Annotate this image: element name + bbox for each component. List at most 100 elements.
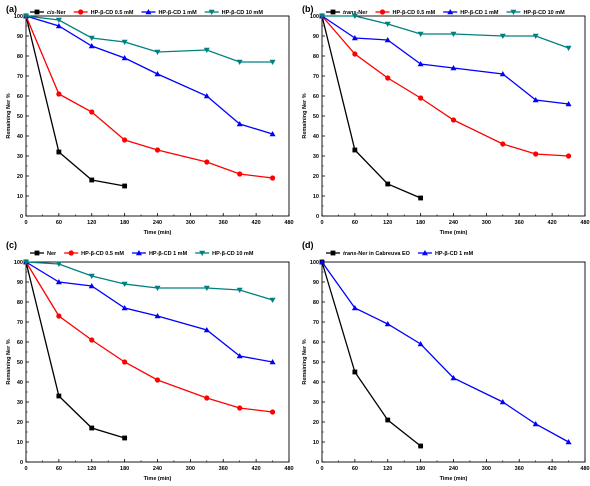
panel-3-legend-marker-0 bbox=[330, 250, 336, 256]
panel-2-series-2-point-4 bbox=[154, 313, 161, 319]
panel-3-series-1-line bbox=[321, 261, 569, 443]
panel-1-legend-marker-3 bbox=[510, 9, 517, 15]
panel-3-series-0-point-3 bbox=[418, 443, 424, 449]
panel-0-series-3-point-0 bbox=[23, 13, 29, 19]
panel-3-series-1-point-7 bbox=[565, 439, 572, 445]
chart-panel-3: (d) 0 60 120 180 240 300 360 420 480 0 10 20 30 40 50 60… bbox=[302, 240, 590, 482]
panel-2-series-0-point-1 bbox=[56, 393, 62, 399]
panel-2-x-tick-label-2: 120 bbox=[87, 466, 96, 472]
panel-0-y-tick-label-3: 30 bbox=[17, 154, 23, 160]
panel-0-legend-label-2: HP-β-CD 1 mM bbox=[158, 10, 197, 16]
panel-1-series-1-point-3 bbox=[418, 95, 424, 101]
panel-2-y-axis-title: Remaining Ner % bbox=[6, 339, 12, 384]
panel-3-x-tick-label-6: 360 bbox=[515, 466, 524, 472]
panel-0-series-0-line bbox=[25, 15, 125, 187]
panel-3-series-0-line bbox=[321, 261, 422, 447]
panel-1-y-tick-label-9: 90 bbox=[313, 34, 319, 40]
panel-3-legend-label-0: trans-Ner in Cabreuva EO bbox=[343, 251, 411, 257]
panel-1-series-1-line bbox=[321, 15, 569, 157]
panel-2-legend-marker-0 bbox=[34, 250, 40, 256]
panel-0-legend-label-1: HP-β-CD 0.5 mM bbox=[91, 10, 134, 16]
panel-0-y-tick-label-1: 10 bbox=[17, 194, 23, 200]
panel-0-y-tick-label-0: 0 bbox=[20, 214, 23, 220]
panel-0-legend-marker-2 bbox=[145, 9, 152, 15]
panel-2-y-tick-label-10: 100 bbox=[14, 260, 23, 266]
panel-3-x-tick-label-7: 420 bbox=[548, 466, 557, 472]
panel-0-y-tick-label-7: 70 bbox=[17, 74, 23, 80]
panel-3-y-tick-label-3: 30 bbox=[313, 400, 319, 406]
panel-1-y-tick-label-4: 40 bbox=[313, 134, 319, 140]
panel-0-letter: (a) bbox=[6, 4, 17, 14]
panel-0-series-2-point-6 bbox=[236, 121, 243, 127]
panel-2-series-2-point-3 bbox=[121, 305, 128, 311]
panel-3-x-axis-title: Time (min) bbox=[440, 476, 468, 482]
panel-2-series-1-point-5 bbox=[204, 395, 210, 401]
panel-2-x-tick-label-6: 360 bbox=[219, 466, 228, 472]
panel-0-series-3-point-5 bbox=[203, 47, 210, 53]
panel-1-y-tick-label-1: 10 bbox=[313, 194, 319, 200]
panel-1-series-3-point-2 bbox=[384, 21, 391, 27]
panel-2-legend-marker-2 bbox=[135, 250, 142, 256]
panel-1-series-2-point-6 bbox=[532, 97, 539, 103]
panel-0-x-axis-title: Time (min) bbox=[144, 230, 172, 236]
panel-1-series-1-point-1 bbox=[352, 51, 358, 57]
panel-3-y-tick-label-10: 100 bbox=[310, 260, 319, 266]
panel-2-legend-label-2: HP-β-CD 1 mM bbox=[149, 251, 188, 257]
panel-3-x-tick-label-0: 0 bbox=[320, 466, 323, 472]
panel-2-series-2-point-6 bbox=[236, 353, 243, 359]
panel-3-y-tick-label-0: 0 bbox=[316, 460, 319, 466]
panel-2-series-3 bbox=[23, 259, 276, 303]
panel-3-x-tick-label-2: 120 bbox=[383, 466, 392, 472]
panel-1-series-1-point-4 bbox=[450, 117, 457, 123]
panel-0-series-3-point-4 bbox=[154, 49, 161, 55]
panel-1-series-2-point-2 bbox=[384, 37, 391, 43]
panel-1-series-1-point-2 bbox=[385, 75, 391, 81]
panel-2-series-3-line bbox=[25, 261, 273, 301]
panel-1-y-axis-title: Remaining Ner % bbox=[302, 93, 308, 138]
panel-2-letter: (c) bbox=[6, 240, 17, 250]
panel-2-x-tick-label-0: 0 bbox=[24, 466, 27, 472]
panel-1-series-3 bbox=[319, 13, 572, 51]
panel-1-series-2-line bbox=[321, 15, 569, 105]
panel-1-plot-frame bbox=[321, 15, 586, 217]
panel-3-x-tick-label-4: 240 bbox=[449, 466, 458, 472]
panel-1-series-3-point-3 bbox=[417, 31, 424, 37]
panel-3-series-1-point-5 bbox=[499, 399, 506, 405]
panel-0-x-tick-label-7: 420 bbox=[252, 220, 261, 226]
panel-1-legend-label-0-prefix: trans bbox=[343, 10, 356, 16]
panel-2-series-3-point-1 bbox=[55, 261, 62, 267]
panel-2-x-tick-label-4: 240 bbox=[153, 466, 162, 472]
panel-1-series-1-point-6 bbox=[533, 151, 539, 157]
panel-0-series-2-point-5 bbox=[203, 93, 210, 99]
panel-0-legend-label-3: HP-β-CD 10 mM bbox=[222, 10, 264, 16]
panel-1-series-3-line bbox=[322, 15, 569, 49]
panel-1-series-0-line bbox=[321, 15, 421, 199]
panel-2-series-1-line bbox=[25, 261, 273, 413]
panel-3-y-tick-label-2: 20 bbox=[313, 420, 319, 426]
panel-2-y-tick-label-7: 70 bbox=[17, 320, 23, 326]
panel-1-series-3-point-7 bbox=[565, 45, 572, 51]
panel-3-legend: trans-Ner in Cabreuva EO HP-β-CD 1 mM bbox=[326, 250, 474, 257]
panel-3-series-1 bbox=[319, 259, 572, 445]
panel-2-series-1-point-4 bbox=[154, 377, 161, 383]
panel-1-series-3-point-0 bbox=[319, 13, 325, 19]
panel-1-series-3-point-6 bbox=[532, 33, 539, 39]
panel-1-x-tick-label-4: 240 bbox=[449, 220, 458, 226]
panel-1-legend-marker-2 bbox=[447, 9, 454, 15]
panel-1-series-3-point-1 bbox=[351, 13, 358, 19]
panel-0-x-tick-label-0: 0 bbox=[24, 220, 27, 226]
panel-2-y-tick-label-9: 90 bbox=[17, 280, 23, 286]
panel-0-series-3-point-6 bbox=[236, 59, 243, 65]
panel-1-series-1 bbox=[319, 13, 572, 159]
panel-2-series-3-point-5 bbox=[203, 285, 210, 291]
chart-panel-2: (c) 0 60 120 180 240 300 360 420 480 0 10 20 30 40 50 60… bbox=[6, 240, 294, 482]
panel-3-x-tick-label-8: 480 bbox=[580, 466, 589, 472]
panel-2-series-2-point-1 bbox=[55, 279, 62, 285]
panel-2-series-3-point-6 bbox=[236, 287, 243, 293]
panel-3-series-1-point-1 bbox=[351, 305, 358, 311]
panel-0-y-tick-label-2: 20 bbox=[17, 174, 23, 180]
panel-1-y-tick-label-0: 0 bbox=[316, 214, 319, 220]
panel-2-series-0-point-2 bbox=[89, 425, 95, 431]
panel-2-x-tick-label-5: 300 bbox=[186, 466, 195, 472]
panel-0-x-tick-label-5: 300 bbox=[186, 220, 195, 226]
